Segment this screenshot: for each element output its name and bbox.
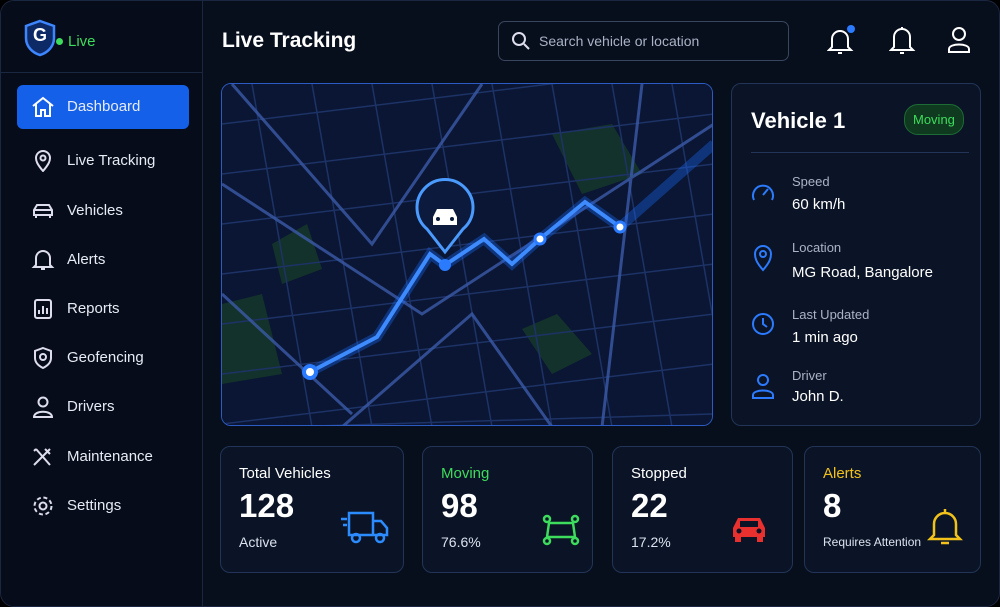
stat-title: Stopped <box>631 465 687 482</box>
nav-item[interactable]: Alerts <box>17 238 189 282</box>
live-status: Live <box>56 33 96 50</box>
logo-letter: G <box>32 25 47 45</box>
vehicle-status: Moving <box>904 104 964 135</box>
moving-icon <box>542 514 580 546</box>
nav-label: Live Tracking <box>67 152 156 169</box>
brand: G Live <box>1 1 203 73</box>
profile-button[interactable] <box>946 25 974 55</box>
field-label: Location <box>792 240 842 255</box>
stat-card[interactable]: Moving 98 76.6% <box>422 446 593 573</box>
stat-card[interactable]: Stopped 22 17.2% <box>612 446 793 573</box>
search-box[interactable]: Search vehicle or location <box>498 21 789 61</box>
nav-label: Maintenance <box>67 448 153 465</box>
nav-label: Dashboard <box>67 98 141 115</box>
stat-sub: 17.2% <box>631 534 671 550</box>
stat-sub: 76.6% <box>441 534 481 550</box>
nav-item[interactable]: Settings <box>17 484 189 528</box>
search-placeholder: Search vehicle or location <box>539 33 700 49</box>
logo-shield <box>24 19 56 57</box>
clock-icon <box>752 313 774 335</box>
vehicle-panel: Vehicle 1 Moving Speed 60 km/h Location … <box>731 83 981 426</box>
nav-label: Vehicles <box>67 202 123 219</box>
field-value: MG Road, Bangalore <box>792 264 933 281</box>
nav-label: Drivers <box>67 398 115 415</box>
field-label: Last Updated <box>792 307 870 322</box>
stat-value: 98 <box>441 487 478 524</box>
nav-item[interactable]: Vehicles <box>17 189 189 233</box>
page-title: Live Tracking <box>222 29 357 52</box>
nav-item[interactable]: Geofencing <box>17 336 189 380</box>
alert-icon <box>927 509 963 545</box>
nav-label: Alerts <box>67 251 106 268</box>
stat-value: 128 <box>239 487 295 524</box>
stat-card[interactable]: Total Vehicles 128 Active <box>220 446 404 573</box>
field-value: 1 min ago <box>792 329 858 346</box>
nav-label: Settings <box>67 497 122 514</box>
stat-title: Alerts <box>823 465 862 482</box>
nav-item[interactable]: Drivers <box>17 385 189 429</box>
map[interactable] <box>221 83 713 426</box>
alerts-button[interactable] <box>889 25 917 55</box>
field-value: 60 km/h <box>792 196 846 213</box>
stat-title: Total Vehicles <box>239 465 331 482</box>
stat-title: Moving <box>441 465 490 482</box>
speed-icon <box>752 184 774 201</box>
location-icon <box>753 245 773 272</box>
nav-item[interactable]: Maintenance <box>17 435 189 479</box>
field-label: Driver <box>792 368 827 383</box>
stat-card[interactable]: Alerts 8 Requires Attention <box>804 446 981 573</box>
map-canvas <box>222 84 712 425</box>
field-value: John D. <box>792 388 844 405</box>
stat-sub: Active <box>239 534 278 550</box>
nav-label: Reports <box>67 300 120 317</box>
sidebar: G Live Dashboard Live Tracking Vehicles … <box>1 1 203 606</box>
stat-sub: Requires Attention <box>823 535 922 549</box>
stat-value: 8 <box>823 487 842 524</box>
stopped-icon <box>733 518 765 542</box>
vehicle-name: Vehicle 1 <box>751 108 846 133</box>
stat-value: 22 <box>631 487 668 524</box>
divider <box>751 152 969 153</box>
nav-item[interactable]: Reports <box>17 287 189 331</box>
nav-label: Geofencing <box>67 349 144 366</box>
nav-item[interactable]: Live Tracking <box>17 139 189 183</box>
nav-item[interactable]: Dashboard <box>17 85 189 129</box>
notification-button[interactable] <box>827 25 855 55</box>
field-label: Speed <box>792 174 830 189</box>
truck-icon <box>341 511 389 544</box>
driver-icon <box>752 374 774 399</box>
